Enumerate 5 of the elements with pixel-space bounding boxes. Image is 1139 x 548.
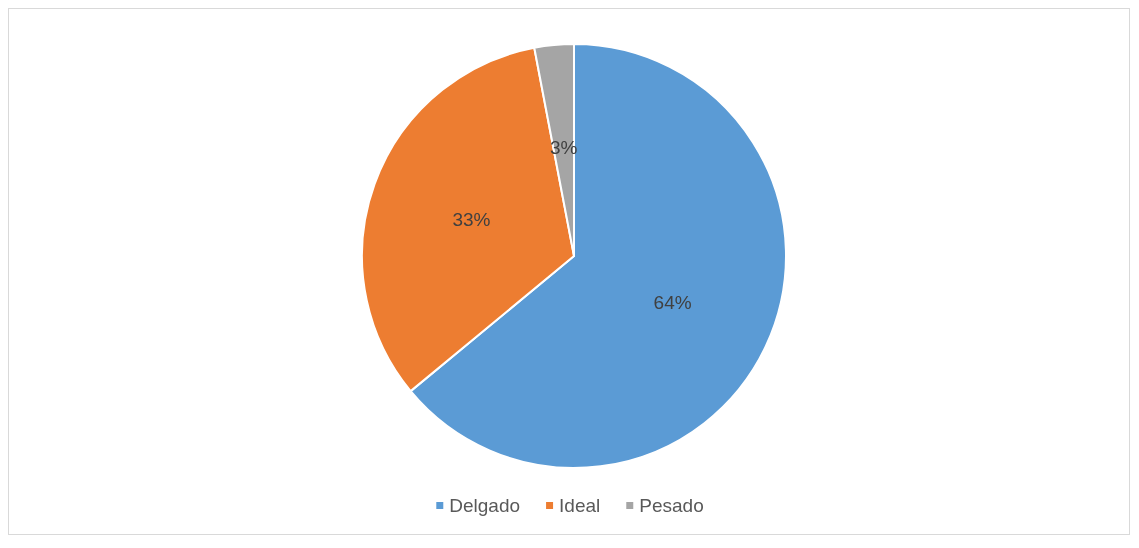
legend-label: Ideal — [559, 495, 601, 516]
data-label: 64% — [653, 291, 692, 313]
legend-label: Delgado — [449, 495, 521, 516]
data-label: 33% — [452, 208, 491, 230]
legend-label: Pesado — [639, 495, 704, 516]
